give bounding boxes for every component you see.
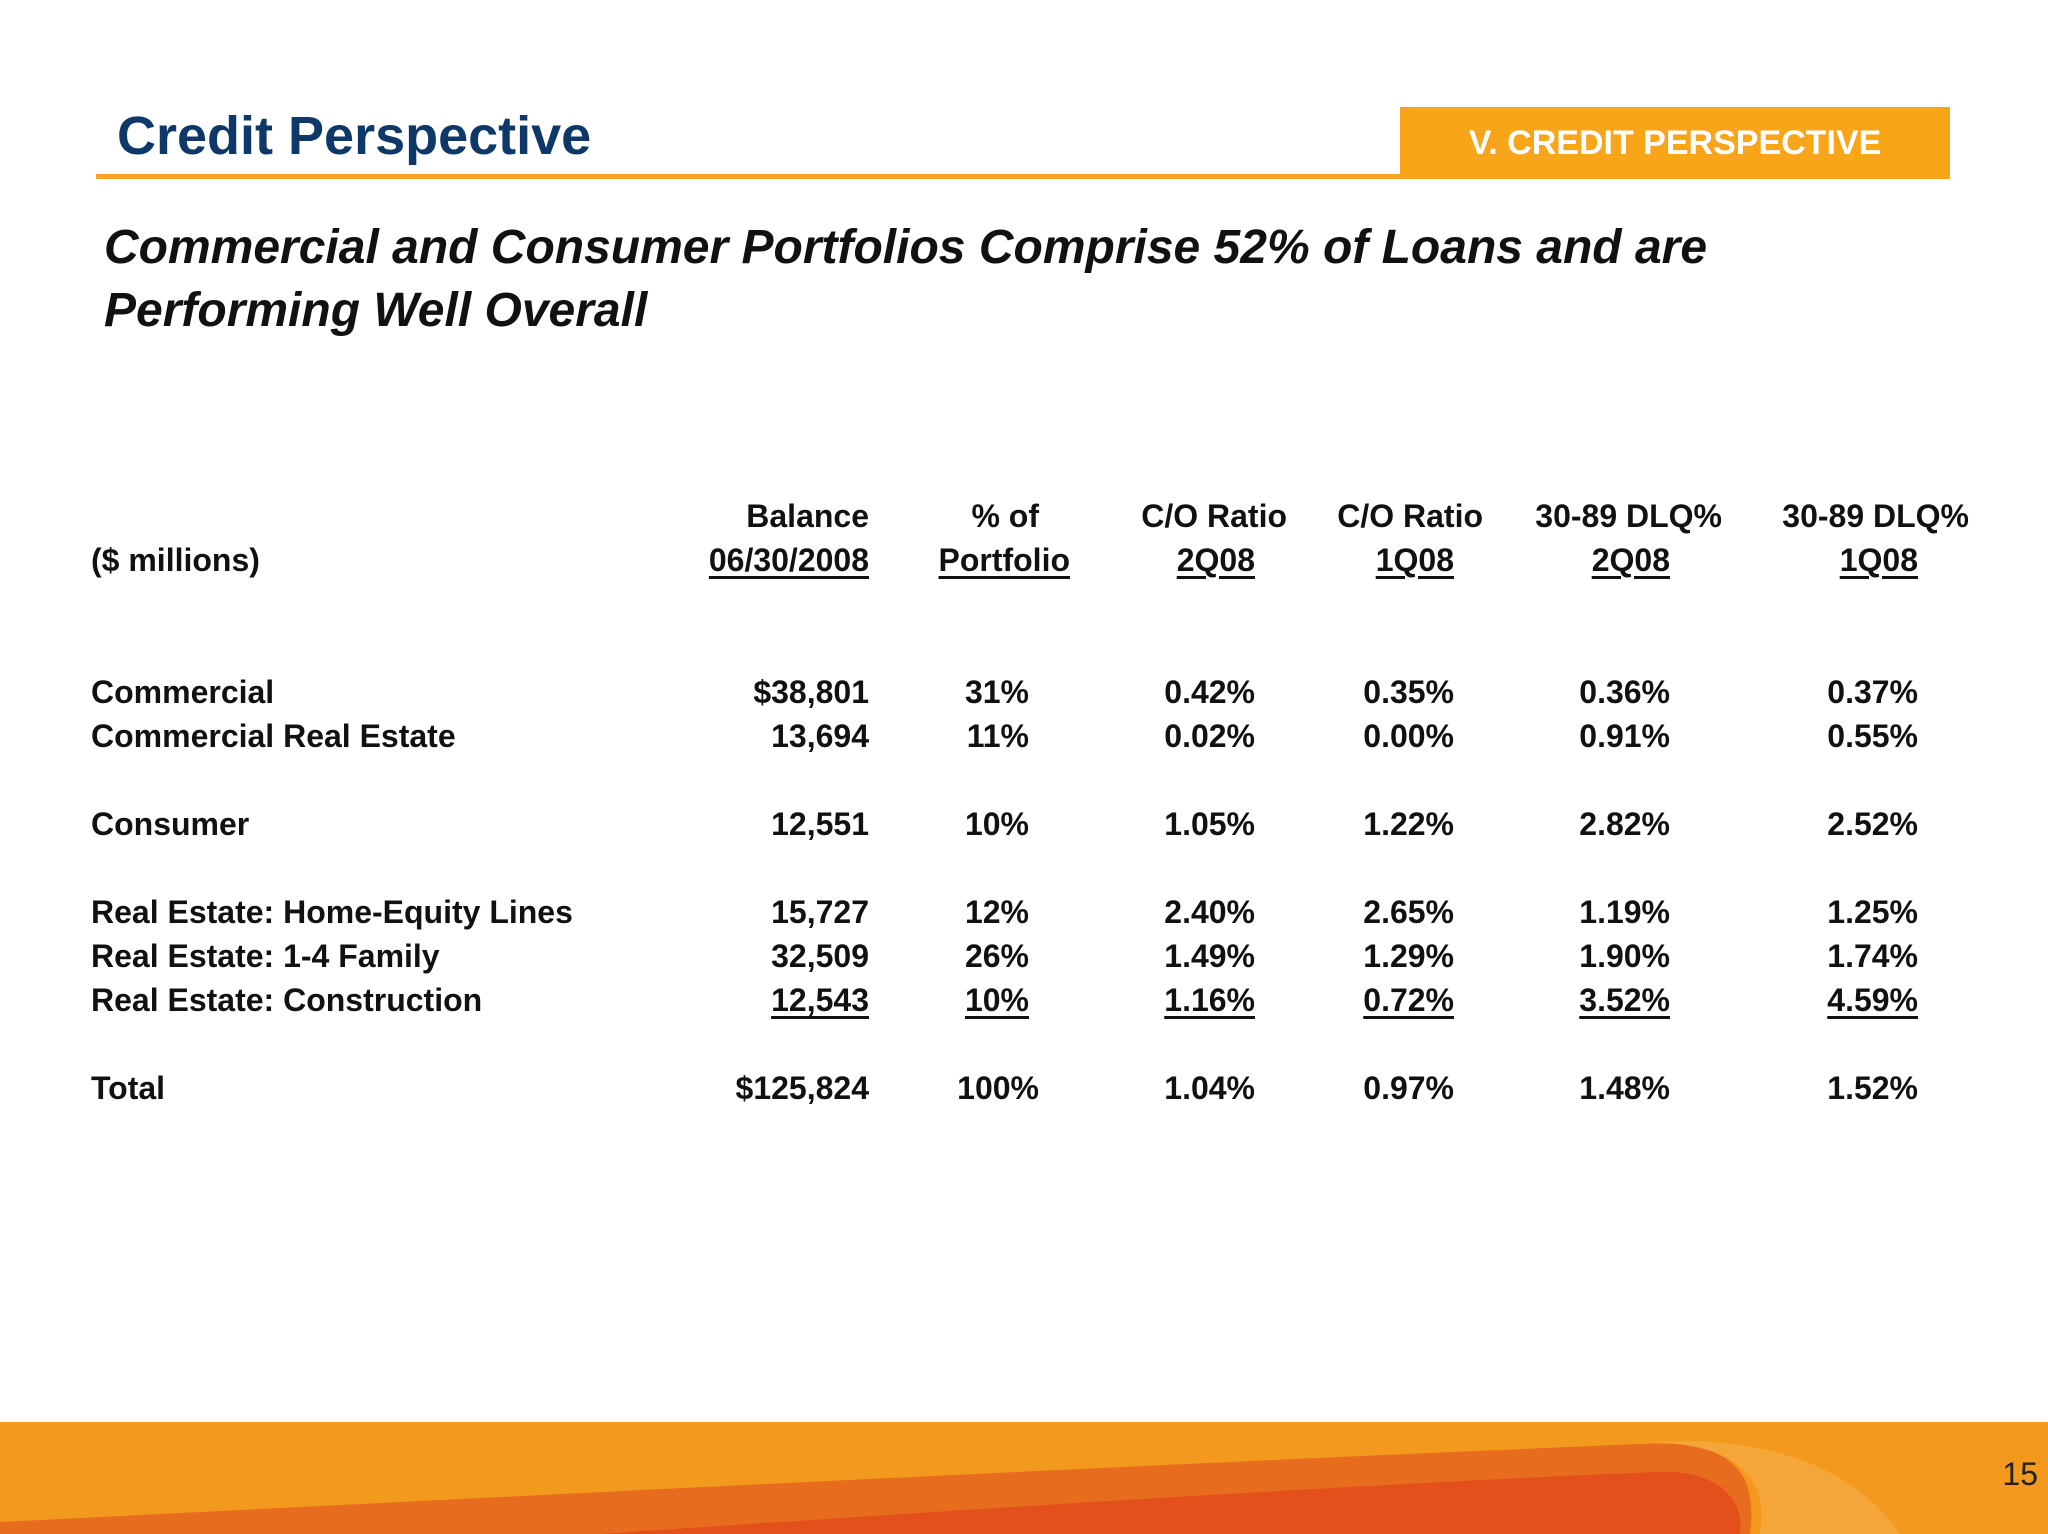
cell-cre-co-2q08: 0.02% xyxy=(1164,718,1255,754)
cell-construction-balance: 12,543 xyxy=(771,982,869,1018)
subtitle-line-2: Performing Well Overall xyxy=(104,284,648,337)
cell-consumer-dlq-1q08: 2.52% xyxy=(1827,806,1918,842)
footer-swoosh-band xyxy=(0,1422,2048,1534)
row-label-home-equity-lines: Real Estate: Home-Equity Lines xyxy=(91,894,573,930)
cell-total-dlq-2q08: 1.48% xyxy=(1579,1070,1670,1106)
cell-hel-balance: 15,727 xyxy=(771,894,869,930)
col-header-portfolio-top: % of xyxy=(971,498,1039,534)
cell-cre-dlq-2q08: 0.91% xyxy=(1579,718,1670,754)
col-header-portfolio-bottom: Portfolio xyxy=(938,542,1070,578)
col-header-co-1q08-top: C/O Ratio xyxy=(1337,498,1483,534)
cell-family-balance: 32,509 xyxy=(771,938,869,974)
cell-consumer-balance: 12,551 xyxy=(771,806,869,842)
cell-hel-pct: 12% xyxy=(964,894,1029,930)
cell-commercial-co-1q08: 0.35% xyxy=(1363,674,1454,710)
cell-hel-co-2q08: 2.40% xyxy=(1164,894,1255,930)
col-header-dlq-2q08-top: 30-89 DLQ% xyxy=(1535,498,1722,534)
cell-construction-co-2q08: 1.16% xyxy=(1164,982,1255,1018)
cell-family-dlq-1q08: 1.74% xyxy=(1827,938,1918,974)
row-label-commercial-real-estate: Commercial Real Estate xyxy=(91,718,456,754)
cell-construction-dlq-1q08: 4.59% xyxy=(1827,982,1918,1018)
unit-label: ($ millions) xyxy=(91,542,260,578)
cell-consumer-dlq-2q08: 2.82% xyxy=(1579,806,1670,842)
cell-family-co-2q08: 1.49% xyxy=(1164,938,1255,974)
row-label-total: Total xyxy=(91,1070,166,1106)
cell-hel-dlq-2q08: 1.19% xyxy=(1579,894,1670,930)
section-badge: V. CREDIT PERSPECTIVE xyxy=(1400,107,1950,179)
page-number: 15 xyxy=(2002,1456,2038,1492)
cell-total-pct: 100% xyxy=(957,1070,1039,1106)
cell-hel-co-1q08: 2.65% xyxy=(1363,894,1454,930)
col-header-balance-top: Balance xyxy=(746,498,869,534)
slide-subtitle: Commercial and Consumer Portfolios Compr… xyxy=(104,216,1964,342)
header-rule xyxy=(96,174,1400,179)
col-header-balance-bottom: 06/30/2008 xyxy=(708,542,869,578)
cell-cre-pct: 11% xyxy=(966,718,1029,754)
cell-consumer-co-1q08: 1.22% xyxy=(1363,806,1454,842)
cell-total-co-2q08: 1.04% xyxy=(1164,1070,1255,1106)
header-title: Credit Perspective xyxy=(117,106,592,166)
col-header-dlq-1q08-top: 30-89 DLQ% xyxy=(1782,498,1969,534)
cell-commercial-dlq-2q08: 0.36% xyxy=(1579,674,1670,710)
cell-total-balance: $125,824 xyxy=(735,1070,869,1106)
row-label-1-4-family: Real Estate: 1-4 Family xyxy=(91,938,440,974)
cell-hel-dlq-1q08: 1.25% xyxy=(1827,894,1918,930)
cell-commercial-pct: 31% xyxy=(964,674,1029,710)
col-header-co-1q08-bottom: 1Q08 xyxy=(1375,542,1454,578)
cell-family-dlq-2q08: 1.90% xyxy=(1579,938,1670,974)
cell-construction-pct: 10% xyxy=(964,982,1029,1018)
col-header-dlq-2q08-bottom: 2Q08 xyxy=(1591,542,1670,578)
cell-family-pct: 26% xyxy=(964,938,1029,974)
cell-construction-dlq-2q08: 3.52% xyxy=(1579,982,1670,1018)
cell-family-co-1q08: 1.29% xyxy=(1363,938,1454,974)
loan-portfolio-table: Balance 06/30/2008 % of Portfolio C/O Ra… xyxy=(91,498,1969,1106)
cell-commercial-balance: $38,801 xyxy=(753,674,869,710)
cell-cre-dlq-1q08: 0.55% xyxy=(1827,718,1918,754)
cell-commercial-co-2q08: 0.42% xyxy=(1164,674,1255,710)
subtitle-line-1: Commercial and Consumer Portfolios Compr… xyxy=(104,221,1708,274)
cell-consumer-pct: 10% xyxy=(964,806,1029,842)
footer-band-highlight xyxy=(1650,1441,1900,1534)
col-header-dlq-1q08-bottom: 1Q08 xyxy=(1839,542,1918,578)
cell-construction-co-1q08: 0.72% xyxy=(1363,982,1454,1018)
cell-total-dlq-1q08: 1.52% xyxy=(1827,1070,1918,1106)
row-label-construction: Real Estate: Construction xyxy=(91,982,483,1018)
col-header-co-2q08-bottom: 2Q08 xyxy=(1176,542,1255,578)
cell-commercial-dlq-1q08: 0.37% xyxy=(1827,674,1918,710)
cell-cre-balance: 13,694 xyxy=(771,718,869,754)
cell-consumer-co-2q08: 1.05% xyxy=(1164,806,1255,842)
col-header-co-2q08-top: C/O Ratio xyxy=(1141,498,1287,534)
row-label-commercial: Commercial xyxy=(91,674,275,710)
row-label-consumer: Consumer xyxy=(91,806,250,842)
cell-total-co-1q08: 0.97% xyxy=(1363,1070,1454,1106)
cell-cre-co-1q08: 0.00% xyxy=(1363,718,1454,754)
footer-band-swoosh-dark xyxy=(600,1471,1741,1534)
